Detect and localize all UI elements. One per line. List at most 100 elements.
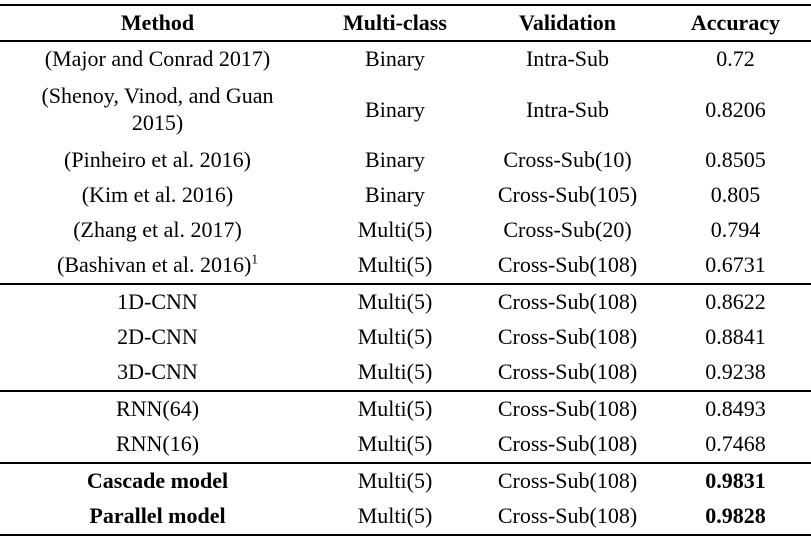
cell-method: (Pinheiro et al. 2016) — [0, 147, 315, 174]
cell-validation: Cross-Sub(108) — [475, 431, 660, 458]
cell-validation: Cross-Sub(108) — [475, 503, 660, 530]
validation-text: Cross-Sub(108) — [497, 289, 638, 315]
table-header-row: Method Multi-class Validation Accuracy — [0, 6, 811, 40]
column-header-validation: Validation — [518, 9, 616, 35]
header-rule — [0, 40, 811, 42]
method-text: (Zhang et al. 2017) — [73, 217, 242, 243]
method-text: (Shenoy, Vinod, and Guan 2015) — [41, 83, 274, 135]
validation-text: Cross-Sub(108) — [497, 324, 638, 350]
cell-method: 3D-CNN — [0, 359, 315, 386]
accuracy-text: 0.6731 — [705, 252, 766, 278]
cell-multi-class: Multi(5) — [315, 431, 475, 458]
cell-multi-class: Multi(5) — [315, 324, 475, 351]
multi-class-text: Binary — [365, 96, 425, 122]
cell-validation: Intra-Sub — [475, 46, 660, 73]
column-header-multi-class: Multi-class — [343, 9, 447, 35]
method-text: 3D-CNN — [117, 359, 198, 385]
cell-accuracy: 0.9831 — [660, 468, 811, 495]
table-row: (Major and Conrad 2017) Binary Intra-Sub 0.… — [0, 42, 811, 77]
cell-accuracy: 0.8622 — [660, 289, 811, 316]
cell-method: RNN(64) — [0, 396, 315, 423]
multi-class-text: Multi(5) — [357, 503, 433, 529]
table-body: (Major and Conrad 2017) Binary Intra-Sub 0.… — [0, 42, 811, 534]
validation-text: Cross-Sub(20) — [503, 217, 632, 243]
cell-multi-class: Binary — [315, 46, 475, 73]
table-row: (Bashivan et al. 2016)1 Multi(5) Cross-Sub… — [0, 248, 811, 283]
method-text: 2D-CNN — [117, 324, 198, 350]
method-text: (Kim et al. 2016) — [81, 182, 234, 208]
cell-validation: Intra-Sub — [475, 97, 660, 124]
cell-validation: Cross-Sub(108) — [475, 468, 660, 495]
cell-accuracy: 0.9828 — [660, 503, 811, 530]
accuracy-text: 0.8493 — [705, 396, 766, 422]
accuracy-text: 0.9831 — [705, 468, 766, 494]
footnote-marker: 1 — [251, 251, 258, 267]
table-row: 1D-CNN Multi(5) Cross-Sub(108) 0.8622 — [0, 285, 811, 320]
table-row: (Pinheiro et al. 2016) Binary Cross-Sub(10… — [0, 143, 811, 178]
cell-accuracy: 0.794 — [660, 217, 811, 244]
multi-class-text: Multi(5) — [357, 359, 433, 385]
validation-text: Cross-Sub(108) — [497, 503, 638, 529]
validation-text: Cross-Sub(108) — [497, 468, 638, 494]
multi-class-text: Multi(5) — [357, 217, 433, 243]
cell-method: 1D-CNN — [0, 289, 315, 316]
section-rule — [0, 390, 811, 392]
method-text: (Bashivan et al. 2016) — [57, 252, 252, 278]
validation-text: Intra-Sub — [525, 46, 610, 72]
multi-class-text: Binary — [365, 182, 425, 208]
cell-method: (Kim et al. 2016) — [0, 182, 315, 209]
cell-validation: Cross-Sub(108) — [475, 324, 660, 351]
cell-multi-class: Multi(5) — [315, 217, 475, 244]
table-row: (Shenoy, Vinod, and Guan 2015) Binary Intr… — [0, 77, 811, 143]
column-header-method: Method — [120, 9, 195, 35]
accuracy-text: 0.9828 — [705, 503, 766, 529]
table-bottom-rule — [0, 534, 811, 536]
cell-method: (Shenoy, Vinod, and Guan 2015) — [0, 83, 315, 137]
table-row: 2D-CNN Multi(5) Cross-Sub(108) 0.8841 — [0, 320, 811, 355]
cell-validation: Cross-Sub(108) — [475, 252, 660, 279]
table-row: 3D-CNN Multi(5) Cross-Sub(108) 0.9238 — [0, 355, 811, 390]
table-row: RNN(16) Multi(5) Cross-Sub(108) 0.7468 — [0, 427, 811, 462]
table-row: Cascade model Multi(5) Cross-Sub(108) 0.983… — [0, 464, 811, 499]
cell-validation: Cross-Sub(108) — [475, 289, 660, 316]
section-rule — [0, 462, 811, 464]
accuracy-text: 0.8841 — [705, 324, 766, 350]
multi-class-text: Binary — [365, 147, 425, 173]
accuracy-text: 0.794 — [710, 217, 761, 243]
multi-class-text: Multi(5) — [357, 289, 433, 315]
accuracy-text: 0.8505 — [705, 147, 766, 173]
accuracy-text: 0.9238 — [705, 359, 766, 385]
multi-class-text: Multi(5) — [357, 252, 433, 278]
accuracy-text: 0.72 — [716, 46, 755, 72]
validation-text: Cross-Sub(108) — [497, 431, 638, 457]
cell-accuracy: 0.9238 — [660, 359, 811, 386]
multi-class-text: Multi(5) — [357, 396, 433, 422]
cell-validation: Cross-Sub(105) — [475, 182, 660, 209]
validation-text: Cross-Sub(108) — [497, 396, 638, 422]
column-header-accuracy: Accuracy — [690, 9, 781, 35]
cell-multi-class: Binary — [315, 97, 475, 124]
multi-class-text: Binary — [365, 46, 425, 72]
table-row: Parallel model Multi(5) Cross-Sub(108) 0.98… — [0, 499, 811, 534]
cell-method: 2D-CNN — [0, 324, 315, 351]
method-text: RNN(64) — [115, 396, 200, 422]
cell-multi-class: Multi(5) — [315, 252, 475, 279]
cell-multi-class: Multi(5) — [315, 396, 475, 423]
cell-method: RNN(16) — [0, 431, 315, 458]
validation-text: Intra-Sub — [525, 96, 610, 122]
multi-class-text: Multi(5) — [357, 431, 433, 457]
cell-accuracy: 0.8206 — [660, 97, 811, 124]
table-row: RNN(64) Multi(5) Cross-Sub(108) 0.8493 — [0, 392, 811, 427]
multi-class-text: Multi(5) — [357, 468, 433, 494]
method-text: (Pinheiro et al. 2016) — [64, 147, 251, 173]
cell-accuracy: 0.8505 — [660, 147, 811, 174]
accuracy-text: 0.805 — [710, 182, 761, 208]
cell-accuracy: 0.6731 — [660, 252, 811, 279]
method-text: (Major and Conrad 2017) — [44, 46, 271, 72]
accuracy-text: 0.8622 — [705, 289, 766, 315]
cell-multi-class: Multi(5) — [315, 359, 475, 386]
method-text: Cascade model — [86, 468, 229, 494]
table-row: (Zhang et al. 2017) Multi(5) Cross-Sub(20)… — [0, 213, 811, 248]
cell-method: Cascade model — [0, 468, 315, 495]
